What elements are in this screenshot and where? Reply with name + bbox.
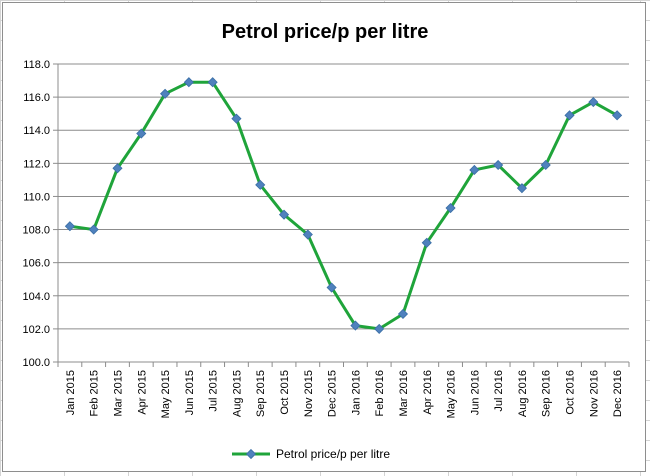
x-tick-label: Feb 2015 xyxy=(89,370,101,416)
data-point xyxy=(397,308,409,320)
data-point xyxy=(374,323,385,334)
data-point xyxy=(516,183,528,194)
data-point xyxy=(278,209,290,220)
line-chart: 100.0 102.0 104.0 106.0 108.0 110.0 112.0 114.0… xyxy=(22,59,630,461)
data-point xyxy=(159,88,171,99)
data-point xyxy=(255,179,266,190)
data-point xyxy=(564,110,575,121)
x-tick-label: Aug 2016 xyxy=(517,370,529,417)
x-tick-label: Sep 2016 xyxy=(541,370,553,417)
x-tick-label: Jan 2015 xyxy=(65,370,77,415)
y-tick-label: 106.0 xyxy=(22,258,50,270)
legend-label: Petrol price/p per litre xyxy=(276,447,390,461)
x-tick-label: Dec 2016 xyxy=(612,370,624,417)
x-tick-label: Dec 2015 xyxy=(327,370,339,417)
x-tick-label: Jul 2016 xyxy=(493,370,505,412)
chart-title: Petrol price/p per litre xyxy=(221,21,429,43)
legend-marker xyxy=(245,448,257,460)
data-point xyxy=(493,159,504,171)
data-point xyxy=(540,159,551,171)
data-point xyxy=(588,97,599,108)
data-point xyxy=(207,77,218,88)
x-tick-label: Mar 2016 xyxy=(398,370,410,416)
data-point xyxy=(88,224,99,235)
data-point xyxy=(136,128,147,139)
data-point xyxy=(350,320,361,331)
x-tick-label: Oct 2015 xyxy=(279,370,291,415)
y-tick-label: 118.0 xyxy=(23,59,50,71)
chart-area[interactable]: Petrol price/p per litre 100.0 102.0 104.0… xyxy=(2,2,646,472)
x-tick-label: Jun 2016 xyxy=(469,370,481,415)
y-tick-label: 114.0 xyxy=(23,125,50,137)
series-line xyxy=(69,80,618,331)
y-tick-label: 116.0 xyxy=(23,92,50,104)
data-point xyxy=(326,282,337,293)
x-tick-label: Oct 2016 xyxy=(565,370,577,415)
x-tick-label: Sep 2015 xyxy=(255,370,267,417)
x-tick-label: Nov 2015 xyxy=(303,370,315,417)
x-tick-label: Apr 2015 xyxy=(136,370,148,415)
data-point xyxy=(302,229,313,240)
x-tick-label: Jul 2015 xyxy=(208,370,220,412)
y-tick-label: 112.0 xyxy=(23,158,50,170)
data-point xyxy=(445,202,456,214)
data-point xyxy=(421,237,432,248)
y-tick-label: 104.0 xyxy=(22,291,50,303)
y-tick-label: 108.0 xyxy=(22,225,50,237)
y-tick-label: 102.0 xyxy=(22,324,50,336)
y-tick-label: 110.0 xyxy=(23,191,50,203)
x-tick-label: May 2015 xyxy=(160,370,172,418)
data-point xyxy=(469,164,480,176)
x-tick-label: Jan 2016 xyxy=(350,370,362,415)
x-tick-label: Mar 2015 xyxy=(112,370,124,416)
y-tick-label: 100.0 xyxy=(22,357,50,369)
data-point xyxy=(64,221,75,232)
data-point xyxy=(612,110,623,121)
x-tick-label: Feb 2016 xyxy=(374,370,386,416)
x-tick-label: Aug 2015 xyxy=(231,370,243,417)
data-point xyxy=(231,113,242,124)
data-point xyxy=(112,163,123,174)
x-tick-label: Jun 2015 xyxy=(184,370,196,415)
x-tick-label: Apr 2016 xyxy=(422,370,434,415)
data-point xyxy=(183,77,194,88)
x-tick-label: Nov 2016 xyxy=(588,370,600,417)
x-tick-label: May 2016 xyxy=(446,370,458,418)
